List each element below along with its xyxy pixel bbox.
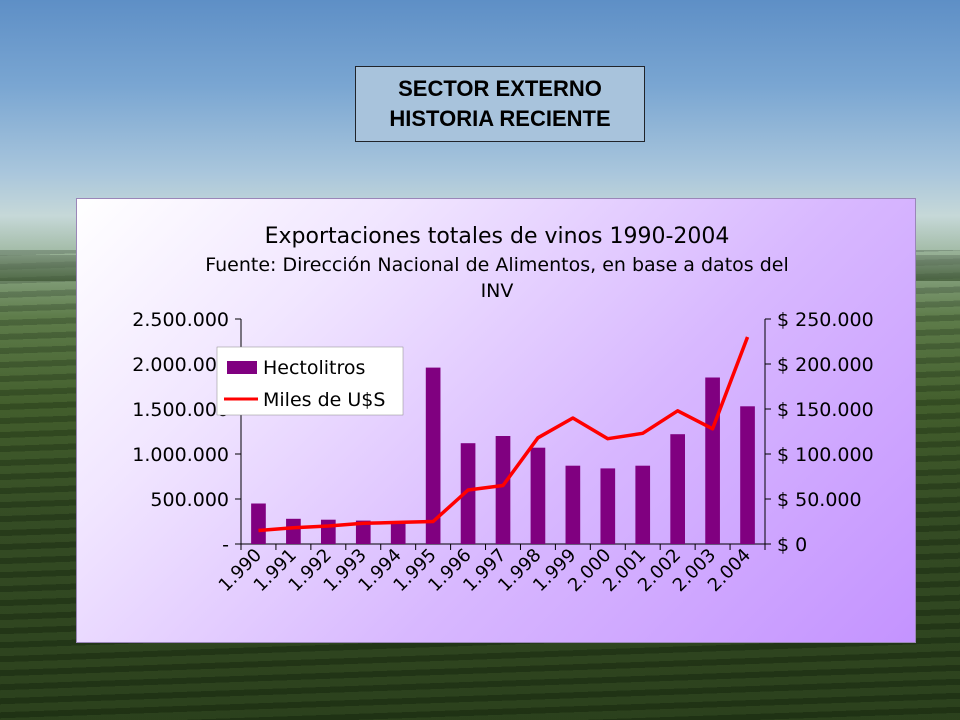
slide-title-line-2: HISTORIA RECIENTE bbox=[389, 106, 611, 131]
y-right-tick-label: $ 250.000 bbox=[777, 309, 874, 331]
y-left-tick-label: - bbox=[222, 534, 229, 556]
bar-hectolitros bbox=[320, 519, 336, 544]
chart-subtitle-line-1: Fuente: Dirección Nacional de Alimentos,… bbox=[205, 254, 789, 276]
bar-hectolitros bbox=[495, 436, 511, 544]
legend-box bbox=[216, 346, 404, 416]
bar-hectolitros bbox=[390, 523, 406, 544]
legend-swatch-hectolitros bbox=[227, 361, 257, 374]
bar-hectolitros bbox=[600, 468, 616, 544]
slide-title-box: SECTOR EXTERNO HISTORIA RECIENTE bbox=[355, 66, 645, 142]
y-right-tick-label: $ 100.000 bbox=[777, 444, 874, 466]
slide-title-line-1: SECTOR EXTERNO bbox=[398, 76, 602, 101]
bar-hectolitros bbox=[670, 434, 686, 544]
legend-label-miles-usd: Miles de U$S bbox=[263, 389, 385, 411]
line-miles-usd bbox=[258, 336, 750, 533]
bar-hectolitros bbox=[425, 367, 441, 544]
y-left-tick-label: 2.000.000 bbox=[132, 354, 229, 376]
y-right-tick-label: $ 200.000 bbox=[777, 354, 874, 376]
y-right-tick-label: $ 50.000 bbox=[777, 489, 862, 511]
legend: Hectolitros Miles de U$S bbox=[216, 346, 404, 416]
chart-area: Exportaciones totales de vinos 1990-2004… bbox=[76, 198, 916, 643]
bar-hectolitros bbox=[530, 447, 546, 544]
y-right-tick-label: $ 150.000 bbox=[777, 399, 874, 421]
bar-hectolitros bbox=[251, 503, 266, 544]
bar-hectolitros bbox=[565, 465, 581, 544]
bar-hectolitros bbox=[635, 465, 651, 544]
chart-title: Exportaciones totales de vinos 1990-2004 bbox=[265, 224, 730, 249]
chart-svg: Exportaciones totales de vinos 1990-2004… bbox=[132, 224, 873, 596]
bar-hectolitros bbox=[740, 406, 755, 544]
bar-hectolitros bbox=[705, 377, 720, 544]
legend-label-hectolitros: Hectolitros bbox=[263, 357, 365, 379]
bar-hectolitros bbox=[286, 518, 301, 544]
bar-hectolitros bbox=[355, 520, 371, 544]
chart-subtitle-line-2: INV bbox=[481, 280, 514, 302]
y-left-tick-label: 500.000 bbox=[150, 489, 229, 511]
y-left-tick-label: 1.000.000 bbox=[132, 444, 229, 466]
plot-area: - 500.000 1.000.000 1.500.000 2.000.000 2.500… bbox=[132, 309, 873, 596]
y-left-tick-label: 1.500.000 bbox=[132, 399, 229, 421]
y-right-tick-label: $ 0 bbox=[777, 534, 807, 556]
y-left-tick-label: 2.500.000 bbox=[132, 309, 229, 331]
bar-hectolitros bbox=[460, 443, 476, 544]
